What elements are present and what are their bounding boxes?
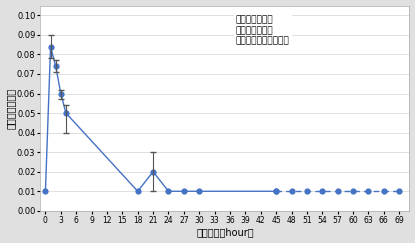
Point	[134, 189, 141, 193]
Point	[350, 189, 356, 193]
Point	[319, 189, 326, 193]
Point	[273, 189, 279, 193]
Point	[273, 189, 279, 193]
Point	[181, 189, 187, 193]
Point	[196, 189, 203, 193]
Point	[334, 189, 341, 193]
Y-axis label: 塩分濃度（％）: 塩分濃度（％）	[5, 88, 15, 129]
Point	[150, 170, 156, 174]
Point	[396, 189, 403, 193]
Point	[52, 64, 59, 68]
Point	[58, 92, 64, 95]
Point	[288, 189, 295, 193]
X-axis label: 処理時間（hour）: 処理時間（hour）	[196, 227, 254, 237]
Point	[365, 189, 372, 193]
Point	[47, 45, 54, 49]
Text: 実線：流水処理
点線：浸渍処理
黒矢印：軽石上下入換: 実線：流水処理 点線：浸渍処理 黒矢印：軽石上下入換	[236, 16, 290, 46]
Point	[304, 189, 310, 193]
Point	[165, 189, 172, 193]
Point	[63, 111, 69, 115]
Point	[381, 189, 387, 193]
Point	[42, 189, 49, 193]
